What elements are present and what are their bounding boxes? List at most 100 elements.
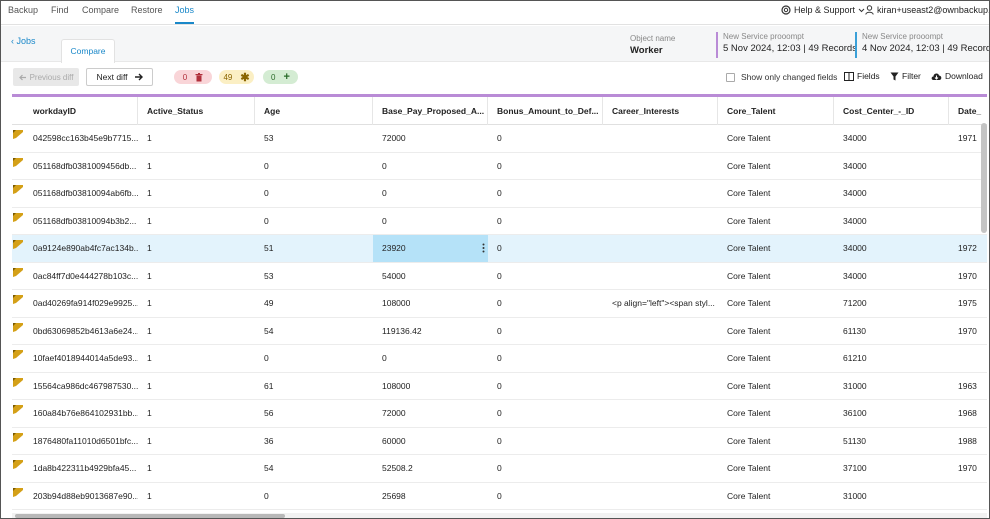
table-cell[interactable]: 0: [497, 160, 502, 171]
table-cell[interactable]: 1970: [958, 270, 977, 281]
table-cell[interactable]: 051168dfb0381009456db...: [33, 160, 137, 171]
table-row[interactable]: 051168dfb03810094ab6fb... 1 0 0 0 Core Talent…: [12, 180, 987, 208]
next-diff-button[interactable]: Next diff: [86, 68, 153, 86]
changed-count-badge[interactable]: 49 ✱: [219, 70, 254, 84]
table-cell[interactable]: 1: [147, 380, 152, 391]
table-cell[interactable]: 1876480fa11010d6501bfc...: [33, 435, 138, 446]
table-cell[interactable]: [603, 400, 718, 427]
table-cell[interactable]: 0ac84ff7d0e444278b103c...: [33, 270, 138, 281]
table-cell[interactable]: 36: [264, 435, 274, 446]
table-cell[interactable]: [603, 428, 718, 455]
removed-count-badge[interactable]: 0: [174, 70, 212, 84]
table-cell[interactable]: <p align="left"><span styl...: [612, 298, 715, 308]
table-cell[interactable]: 1: [147, 298, 152, 308]
table-cell[interactable]: Core Talent: [727, 270, 771, 281]
column-header[interactable]: Active_Status: [138, 97, 255, 125]
table-cell[interactable]: 54: [264, 325, 274, 336]
table-cell[interactable]: [603, 208, 718, 235]
table-row[interactable]: 203b94d88eb9013687e90... 1 0 25698 0 Core Tal…: [12, 482, 987, 510]
table-cell[interactable]: Core Talent: [727, 188, 771, 198]
filter-button[interactable]: Filter: [890, 71, 921, 81]
table-cell[interactable]: 34000: [843, 270, 867, 281]
table-cell[interactable]: 34000: [843, 188, 867, 198]
tab-restore[interactable]: Restore: [131, 5, 163, 15]
table-cell[interactable]: 1: [147, 243, 152, 253]
table-cell[interactable]: 56: [264, 408, 274, 418]
table-cell[interactable]: [603, 263, 718, 290]
table-row[interactable]: 10faef4018944014a5de93... 1 0 0 0 Core Talent…: [12, 345, 987, 373]
table-cell[interactable]: 0bd63069852b4613a6e24...: [33, 325, 138, 336]
horizontal-scrollbar[interactable]: [15, 514, 285, 518]
table-cell[interactable]: 0: [382, 160, 387, 171]
column-header[interactable]: Cost_Center_-_ID: [834, 97, 949, 125]
added-count-badge[interactable]: 0 +: [263, 70, 298, 84]
tab-backup[interactable]: Backup: [8, 5, 39, 15]
user-menu[interactable]: kiran+useast2@ownbackup.c...: [865, 5, 989, 15]
table-cell[interactable]: 37100: [843, 463, 867, 473]
table-cell[interactable]: 51130: [843, 435, 867, 446]
table-cell[interactable]: 36100: [843, 408, 867, 418]
table-cell[interactable]: 61210: [843, 353, 867, 363]
table-cell[interactable]: 54000: [382, 270, 406, 281]
tab-compare[interactable]: Compare: [82, 5, 120, 15]
show-changed-checkbox[interactable]: [726, 73, 735, 82]
table-cell[interactable]: Core Talent: [727, 298, 771, 308]
vertical-scrollbar[interactable]: [981, 123, 987, 233]
table-cell[interactable]: 0: [497, 188, 502, 198]
column-header[interactable]: Bonus_Amount_to_Def...: [488, 97, 603, 125]
table-cell[interactable]: 53: [264, 133, 274, 143]
table-cell[interactable]: 1: [147, 353, 152, 363]
table-cell[interactable]: Core Talent: [727, 243, 771, 253]
table-cell[interactable]: Core Talent: [727, 133, 771, 143]
table-cell[interactable]: 49: [264, 298, 274, 308]
table-cell[interactable]: [603, 125, 718, 152]
table-cell[interactable]: 34000: [843, 215, 867, 226]
table-cell[interactable]: 0: [497, 408, 502, 418]
table-cell[interactable]: 0: [264, 160, 269, 171]
table-cell[interactable]: Core Talent: [727, 380, 771, 391]
table-cell[interactable]: Core Talent: [727, 325, 771, 336]
table-cell[interactable]: 1: [147, 270, 152, 281]
table-row[interactable]: 042598cc163b45e9b7715... 1 53 72000 0 Core Ta…: [12, 125, 987, 153]
table-cell[interactable]: 051168dfb03810094b3b2...: [33, 215, 137, 226]
table-cell[interactable]: 051168dfb03810094ab6fb...: [33, 188, 138, 198]
table-row[interactable]: 051168dfb0381009456db... 1 0 0 0 Core Talent 3…: [12, 152, 987, 180]
table-cell[interactable]: 0: [264, 188, 269, 198]
table-cell[interactable]: Core Talent: [727, 215, 771, 226]
table-cell[interactable]: 51: [264, 243, 274, 253]
table-cell[interactable]: 108000: [382, 380, 411, 391]
table-cell[interactable]: 1: [147, 463, 152, 473]
table-cell[interactable]: 1: [147, 160, 152, 171]
table-cell[interactable]: 0: [497, 490, 502, 501]
table-cell[interactable]: 72000: [382, 133, 406, 143]
table-cell[interactable]: 1970: [958, 325, 977, 336]
table-cell[interactable]: 54: [264, 463, 274, 473]
table-cell[interactable]: 0: [264, 490, 269, 501]
table-cell[interactable]: 0: [382, 353, 387, 363]
column-header[interactable]: Age: [255, 97, 373, 125]
column-header[interactable]: Base_Pay_Proposed_A...: [373, 97, 488, 125]
help-support-menu[interactable]: Help & Support: [781, 5, 865, 15]
table-cell[interactable]: 1: [147, 435, 152, 446]
table-cell[interactable]: Core Talent: [727, 408, 771, 418]
fields-button[interactable]: Fields: [844, 71, 880, 81]
back-to-jobs-link[interactable]: ‹ Jobs: [11, 36, 36, 46]
table-cell[interactable]: 0: [264, 353, 269, 363]
table-cell[interactable]: 23920: [373, 235, 488, 262]
table-cell[interactable]: [949, 345, 987, 372]
tab-find[interactable]: Find: [51, 5, 69, 15]
table-cell[interactable]: 042598cc163b45e9b7715...: [33, 133, 138, 143]
table-cell[interactable]: 0: [497, 133, 502, 143]
table-cell[interactable]: 0: [382, 215, 387, 226]
table-cell[interactable]: 61: [264, 380, 274, 391]
table-cell[interactable]: 0: [497, 380, 502, 391]
table-cell[interactable]: 1: [147, 490, 152, 501]
table-cell[interactable]: 0: [497, 353, 502, 363]
table-cell[interactable]: 119136.42: [382, 325, 422, 336]
table-cell[interactable]: Core Talent: [727, 160, 771, 171]
table-cell[interactable]: [603, 345, 718, 372]
table-cell[interactable]: 71200: [843, 298, 867, 308]
previous-diff-button[interactable]: Previous diff: [13, 68, 79, 86]
table-cell[interactable]: 0: [497, 435, 502, 446]
table-cell[interactable]: 160a84b76e864102931bb...: [33, 408, 138, 418]
